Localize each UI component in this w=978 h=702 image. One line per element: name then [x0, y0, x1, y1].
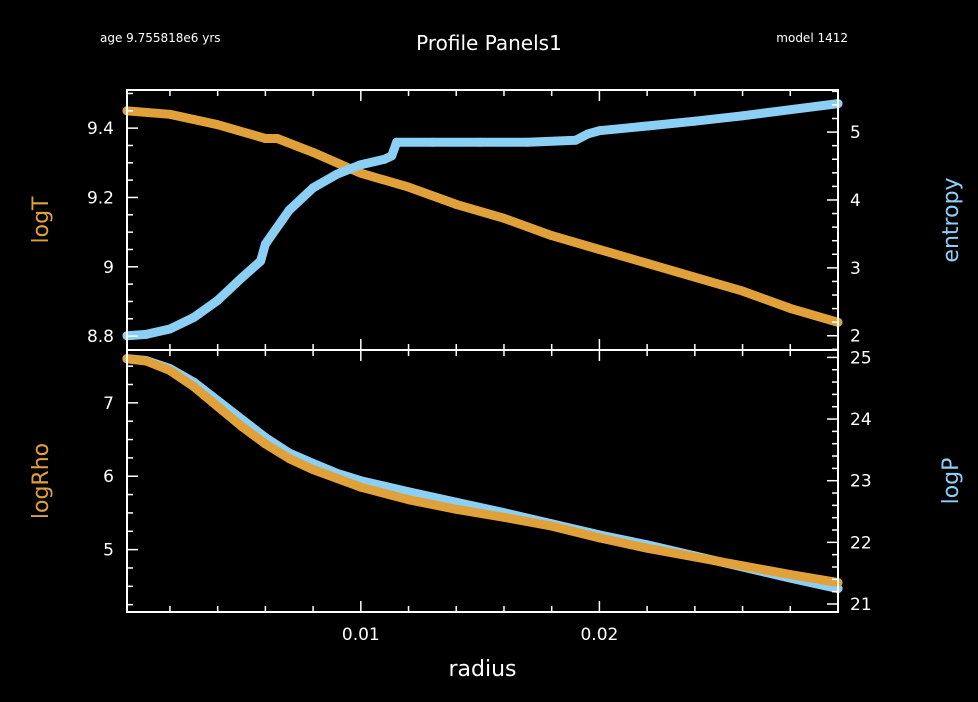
bottom-series-logrho-point [356, 482, 366, 492]
bottom-series-logrho-point [690, 552, 700, 562]
bottom-left-tick-label: 5 [103, 541, 114, 561]
top-right-tick-label: 3 [850, 259, 861, 279]
top-series-logt-point [451, 199, 461, 209]
top-left-tick-label: 9.4 [87, 119, 114, 139]
top-series-entropy-point [213, 295, 223, 305]
top-right-tick-label: 2 [850, 327, 861, 347]
bottom-right-axis-title: logP [939, 458, 964, 505]
bottom-x-tick-label: 0.01 [342, 625, 380, 645]
top-series-entropy-point [594, 126, 604, 136]
bottom-x-axis-title: radius [448, 657, 516, 682]
top-series-logt-point [165, 109, 175, 119]
top-series-entropy-point [256, 256, 266, 266]
top-series-entropy-point [344, 164, 354, 174]
top-series-entropy-point [392, 137, 402, 147]
top-series-entropy-point [356, 160, 366, 170]
top-series-entropy-point [260, 239, 270, 249]
bottom-right-tick-label: 23 [850, 472, 872, 492]
top-series-entropy-point [380, 154, 390, 164]
bottom-right-tick-label: 21 [850, 595, 872, 615]
top-series-entropy-point [571, 135, 581, 145]
top-series-logt-point [594, 245, 604, 254]
top-series-logt-point [785, 303, 795, 313]
top-series-logt-point [642, 258, 652, 268]
top-series-logt-point [547, 231, 557, 241]
bottom-series-logrho-point [547, 521, 557, 531]
top-left-tick-label: 8.8 [87, 327, 114, 347]
top-panel: 8.8 9 9.2 9.4 2 3 4 5 logT entropy [29, 89, 964, 351]
top-left-tick-label: 9.2 [87, 188, 114, 208]
top-series-entropy-point [332, 169, 342, 179]
model-label: model 1412 [776, 31, 848, 45]
bottom-left-tick-label: 7 [103, 394, 114, 414]
top-series-logt-point [356, 168, 366, 178]
age-label: age 9.755818e6 yrs [100, 31, 221, 45]
top-series-entropy-point [165, 324, 175, 334]
top-series-logt-point [690, 272, 700, 282]
top-series-logt-point [213, 120, 223, 130]
top-series-logt-point [738, 286, 748, 296]
top-series-entropy-point [475, 137, 485, 147]
bottom-series-logrho-point [260, 439, 270, 449]
bottom-series-logrho-point [499, 512, 509, 522]
bottom-series-logrho-point [284, 454, 294, 464]
top-series-logt-point [308, 147, 318, 157]
bottom-panel: 0.01 0.02 5 6 7 21 22 23 24 25 logRho logP radius [29, 348, 964, 682]
top-right-tick-label: 5 [850, 123, 861, 143]
bottom-series-logrho-point [451, 504, 461, 514]
top-series-entropy-point [387, 151, 397, 161]
top-series-logt-point [272, 134, 282, 143]
bottom-series-logrho-point [642, 543, 652, 553]
bottom-series-logrho-point [785, 570, 795, 580]
top-series-entropy-point [308, 183, 318, 193]
top-series-entropy-point [237, 273, 246, 283]
top-left-tick-label: 9 [103, 258, 114, 278]
bottom-series-logrho-point [738, 561, 748, 571]
bottom-right-tick-label: 22 [850, 533, 872, 553]
bottom-series-logrho-point [404, 495, 413, 505]
bottom-series-logrho-point [213, 402, 223, 411]
top-series-entropy-point [583, 129, 592, 139]
top-series-entropy-point [189, 312, 199, 322]
bottom-x-tick-label: 0.02 [580, 625, 618, 645]
top-left-axis-title: logT [29, 196, 54, 244]
bottom-series-logp-point [404, 487, 413, 497]
top-right-tick-label: 4 [850, 191, 861, 211]
top-right-axis-title: entropy [939, 177, 964, 262]
top-series-entropy-point [284, 205, 294, 215]
top-series-entropy-point [642, 121, 652, 131]
bottom-series-logrho-point [332, 473, 342, 483]
top-series-logt-point [404, 182, 413, 192]
top-series-entropy-point [785, 105, 795, 115]
bottom-series-logrho-point [189, 382, 199, 392]
bottom-left-tick-label: 6 [103, 467, 114, 487]
bottom-series-logrho-point [165, 366, 175, 375]
bottom-series-logrho-point [594, 533, 604, 543]
top-series-logt-point [260, 134, 270, 143]
top-series-entropy-point [427, 137, 437, 147]
bottom-series-logrho-point [141, 356, 151, 366]
top-series-entropy-point [738, 111, 748, 121]
bottom-series-logrho-point [237, 421, 246, 431]
top-series-entropy-point [690, 116, 700, 126]
top-series-logt-point [499, 213, 509, 223]
bottom-right-tick-label: 24 [850, 410, 872, 430]
bottom-right-tick-label: 25 [850, 348, 872, 368]
top-series-entropy-point [141, 329, 151, 339]
bottom-left-axis-title: logRho [29, 443, 54, 519]
bottom-series-logrho-point [308, 465, 318, 475]
chart-title: Profile Panels1 [416, 31, 562, 55]
top-series-entropy-point [523, 137, 533, 147]
